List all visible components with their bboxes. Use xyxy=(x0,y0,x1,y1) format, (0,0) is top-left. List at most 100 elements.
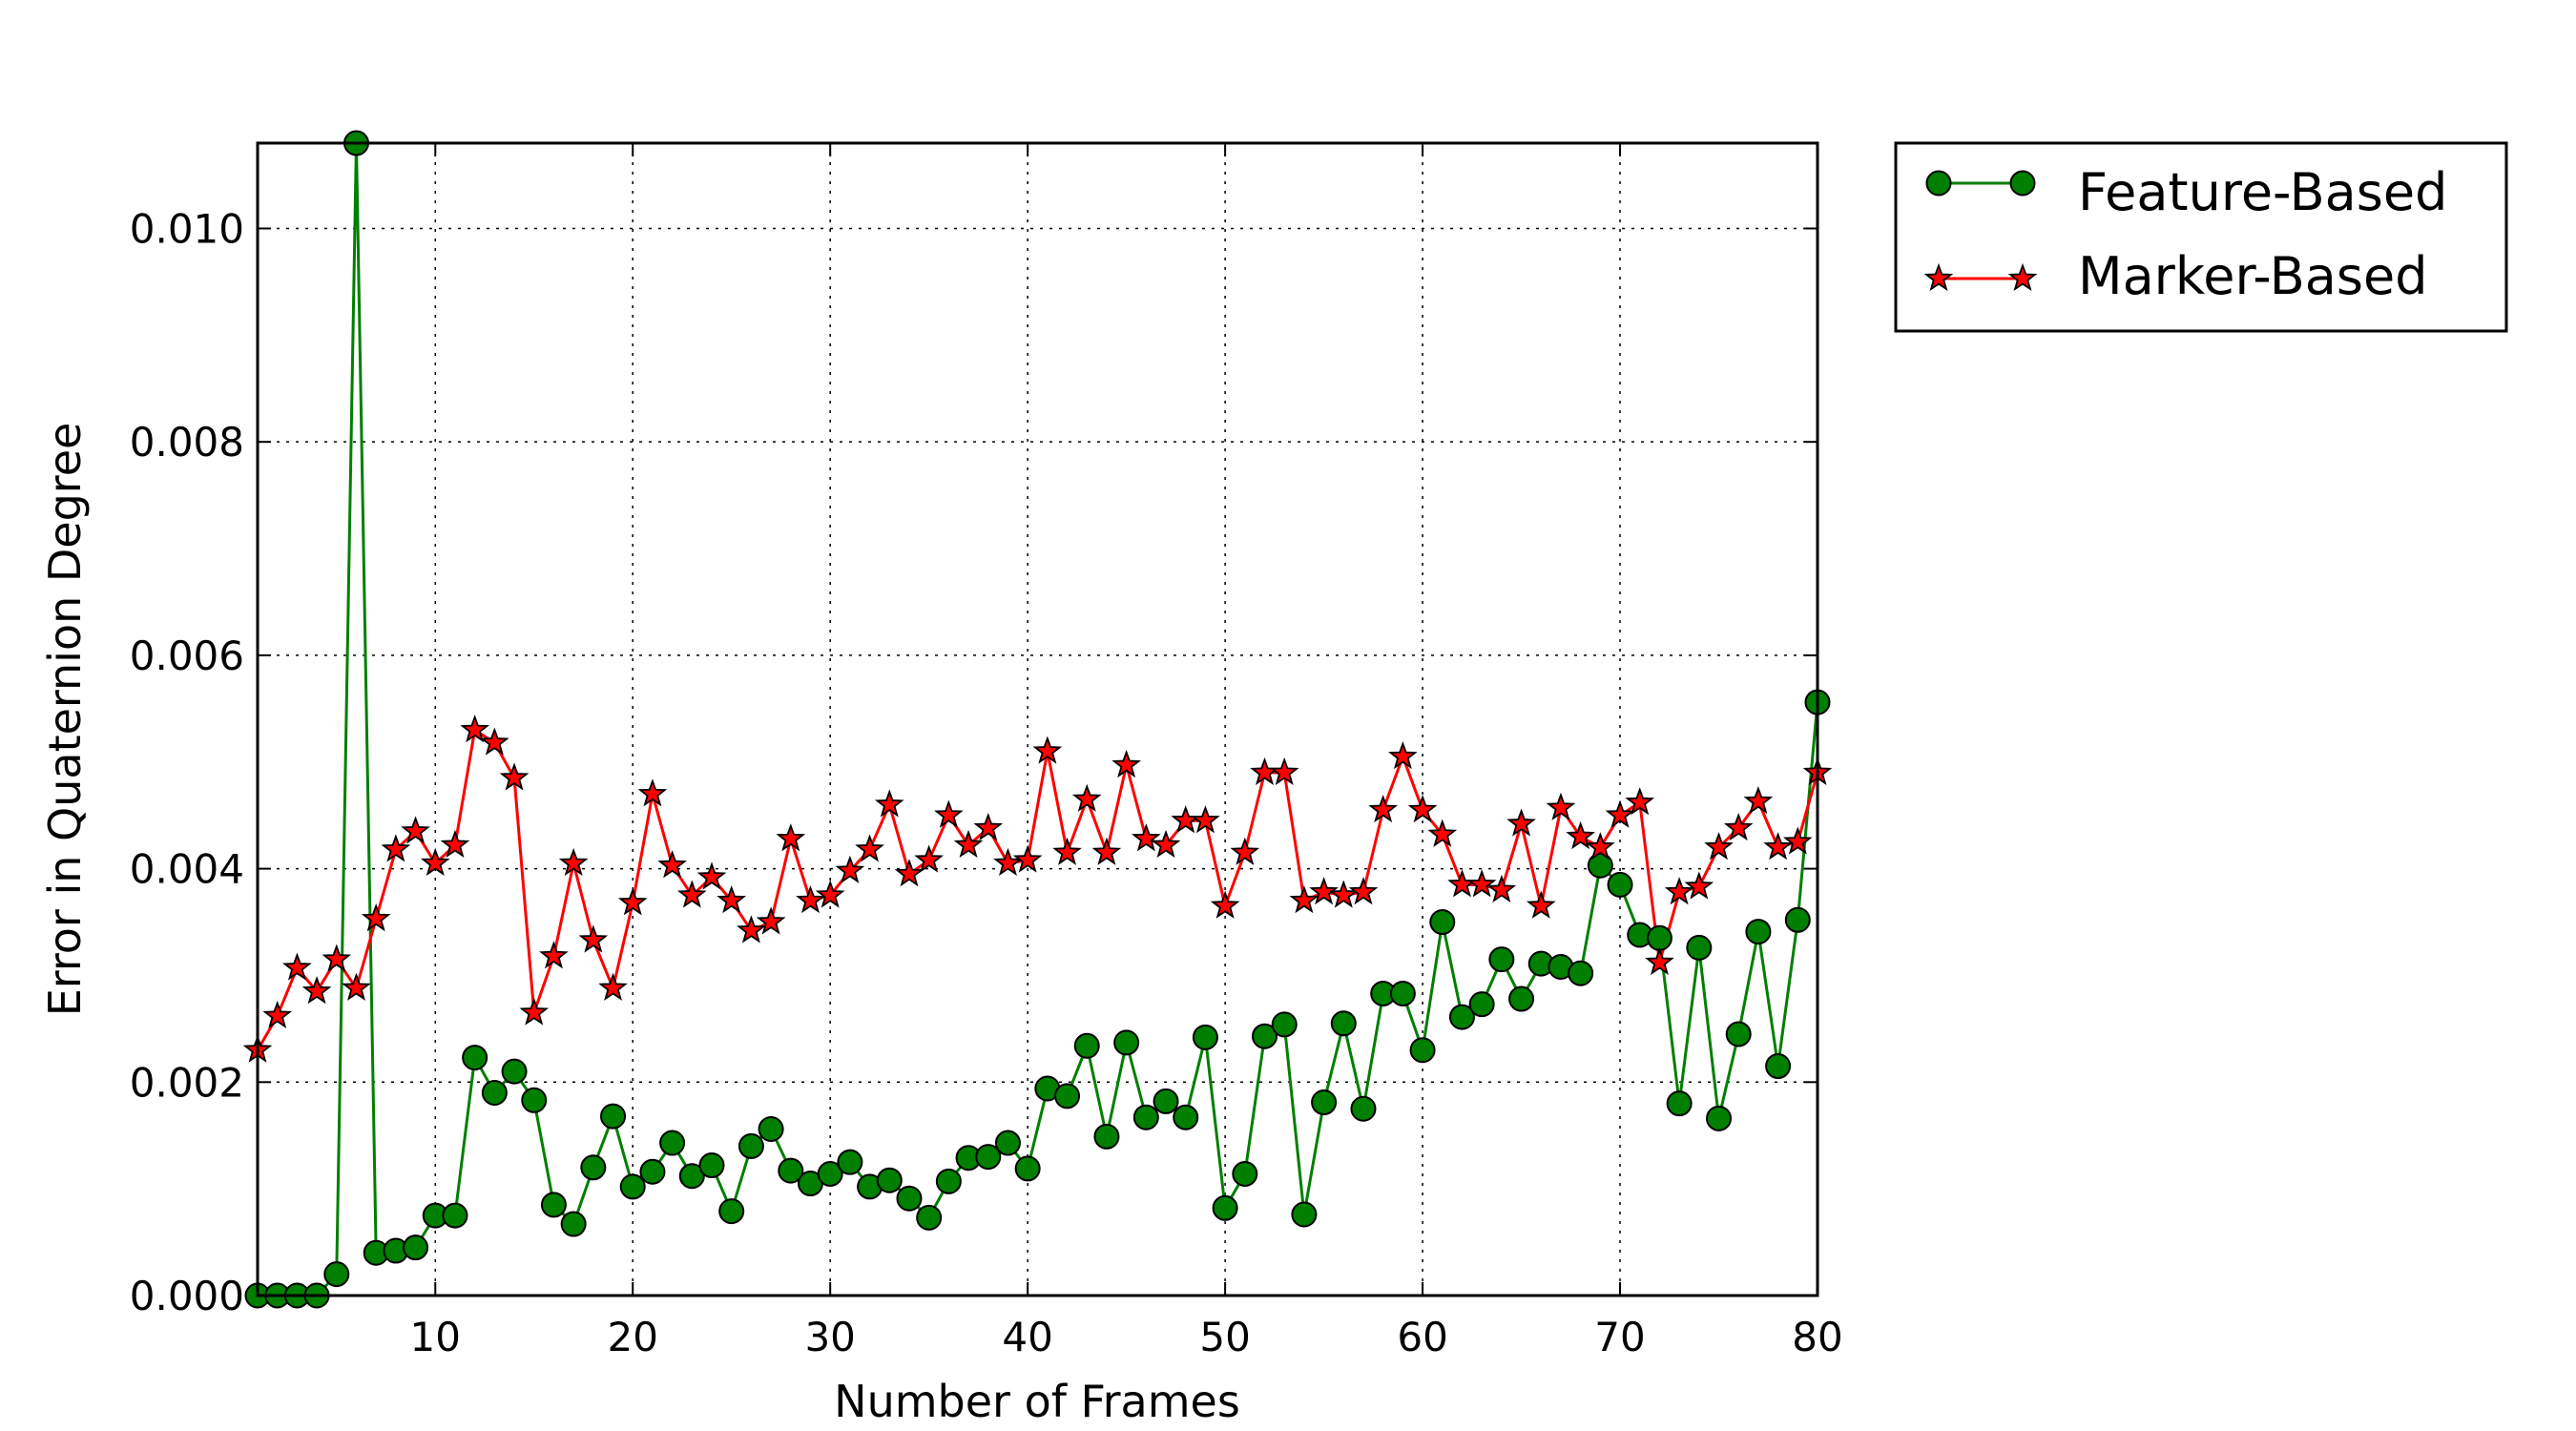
feature-based-point xyxy=(916,1204,943,1231)
marker-based-point xyxy=(894,859,924,887)
feature-based-point xyxy=(540,1192,567,1218)
marker-based-point xyxy=(301,976,332,1005)
marker-based-point xyxy=(934,799,964,828)
marker-based-point xyxy=(598,972,628,1001)
feature-based-point xyxy=(403,1234,429,1261)
marker-based-point xyxy=(1704,832,1734,861)
plot-frame xyxy=(256,141,1819,1297)
y-tick-labels: 0.000 0.002 0.004 0.006 0.008 0.010 xyxy=(130,205,244,1319)
marker-based-point xyxy=(1684,871,1714,900)
feature-based-point xyxy=(521,1087,548,1113)
feature-based-point xyxy=(1153,1088,1179,1114)
marker-based-point xyxy=(617,887,648,916)
feature-based-point xyxy=(737,1132,764,1159)
marker-based-point xyxy=(361,903,391,932)
marker-based-point xyxy=(835,855,865,883)
marker-based-point xyxy=(973,812,1004,841)
legend-marker xyxy=(2007,262,2038,292)
marker-based-point xyxy=(1012,844,1043,873)
y-tick-label: 0.006 xyxy=(130,633,244,679)
feature-based-point xyxy=(896,1185,923,1212)
feature-based-point xyxy=(698,1152,725,1179)
marker-based-point xyxy=(737,915,766,944)
series-line-marker-based xyxy=(258,728,1818,1051)
marker-based-point xyxy=(1763,832,1793,861)
markers-layer xyxy=(242,130,1833,1309)
marker-based-point xyxy=(381,834,411,862)
feature-based-point xyxy=(935,1168,962,1194)
marker-based-point xyxy=(676,880,707,908)
feature-based-point xyxy=(1448,1004,1475,1030)
y-tick-label: 0.008 xyxy=(130,419,244,466)
feature-based-point xyxy=(678,1163,705,1190)
feature-based-point xyxy=(1508,985,1535,1012)
marker-based-point xyxy=(815,880,845,908)
marker-based-point xyxy=(1466,869,1497,898)
feature-based-point xyxy=(1232,1160,1258,1187)
marker-based-point xyxy=(440,829,470,859)
marker-based-point xyxy=(282,952,312,981)
feature-based-point xyxy=(1765,1053,1792,1080)
feature-based-point xyxy=(1212,1194,1238,1221)
feature-based-point xyxy=(1330,1010,1357,1037)
feature-based-point xyxy=(1271,1011,1298,1038)
feature-based-point xyxy=(876,1167,903,1193)
marker-based-point xyxy=(1071,783,1102,812)
marker-based-point xyxy=(1407,794,1438,823)
marker-based-point xyxy=(1309,877,1339,905)
marker-based-point xyxy=(578,924,609,953)
marker-based-point xyxy=(1427,819,1458,847)
legend-frame xyxy=(1894,141,2508,333)
feature-based-point xyxy=(1725,1021,1752,1047)
feature-based-point xyxy=(1291,1201,1318,1228)
feature-based-point xyxy=(323,1261,350,1288)
legend-label-feature-based: Feature-Based xyxy=(2078,162,2447,222)
feature-based-point xyxy=(1646,924,1672,951)
feature-based-point xyxy=(1173,1104,1199,1130)
feature-based-point xyxy=(1350,1095,1377,1122)
marker-based-point xyxy=(717,885,747,914)
feature-based-point xyxy=(481,1079,508,1106)
marker-based-point xyxy=(1506,808,1536,837)
x-tick-labels: 10 20 30 40 50 60 70 80 xyxy=(410,1314,1843,1360)
marker-based-point xyxy=(1586,832,1615,861)
marker-based-point xyxy=(1328,880,1359,908)
x-tick-label: 30 xyxy=(804,1314,855,1360)
feature-based-point xyxy=(1587,852,1613,879)
legend-entries xyxy=(1923,170,2038,292)
feature-based-point xyxy=(1686,934,1713,961)
marker-based-point xyxy=(480,727,509,756)
feature-based-point xyxy=(837,1149,863,1175)
marker-based-point xyxy=(657,850,687,879)
marker-based-point xyxy=(1091,837,1122,865)
marker-based-point xyxy=(1210,890,1240,919)
feature-based-point xyxy=(1389,980,1416,1006)
marker-based-point xyxy=(420,847,450,877)
feature-based-point xyxy=(817,1160,843,1187)
marker-based-point xyxy=(1723,812,1754,841)
marker-based-point xyxy=(1645,946,1674,976)
marker-based-point xyxy=(637,778,668,807)
feature-based-point xyxy=(994,1130,1021,1156)
y-tick-label: 0.002 xyxy=(130,1059,244,1106)
feature-based-point xyxy=(1054,1083,1081,1110)
marker-based-point xyxy=(401,816,430,844)
feature-based-point xyxy=(1706,1105,1733,1131)
marker-based-point xyxy=(1486,874,1517,902)
marker-based-point xyxy=(874,789,904,818)
feature-based-point xyxy=(1311,1089,1338,1116)
marker-based-point xyxy=(696,861,727,890)
x-axis-label: Number of Frames xyxy=(834,1376,1240,1427)
y-tick-label: 0.004 xyxy=(130,846,244,893)
feature-based-point xyxy=(1745,919,1772,945)
x-tick-label: 60 xyxy=(1397,1314,1447,1360)
plot-background xyxy=(258,143,1818,1296)
marker-based-point xyxy=(776,823,806,852)
marker-based-point xyxy=(1348,877,1379,905)
feature-based-point xyxy=(718,1198,745,1225)
feature-based-point xyxy=(1607,871,1633,898)
feature-based-point xyxy=(462,1045,488,1071)
marker-based-point xyxy=(1368,794,1399,823)
feature-based-point xyxy=(1093,1123,1120,1150)
marker-based-point xyxy=(558,847,589,877)
